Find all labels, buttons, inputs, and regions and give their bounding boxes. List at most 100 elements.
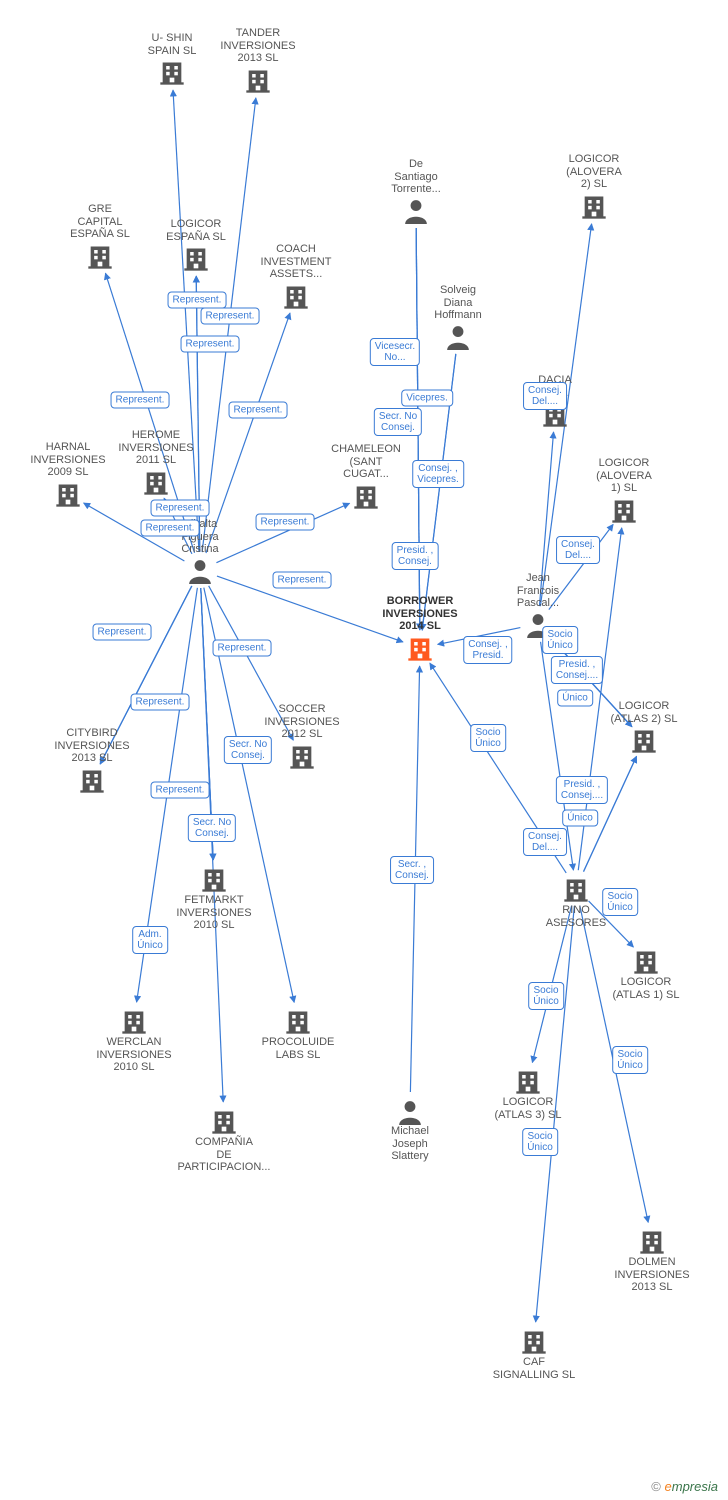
- company-icon: [37, 767, 147, 795]
- company-node-logalov2[interactable]: LOGICOR(ALOVERA2) SL: [539, 153, 649, 221]
- edge-label: Adm.Único: [132, 926, 168, 954]
- edge-label: Presid. ,Consej....: [551, 656, 603, 684]
- node-label: COMPAÑIADEPARTICIPACION...: [169, 1136, 279, 1174]
- node-label: FETMARKTINVERSIONES2010 SL: [159, 894, 269, 932]
- node-label: MichaelJosephSlattery: [355, 1125, 465, 1163]
- company-node-borrower[interactable]: BORROWERINVERSIONES2014 SL: [365, 595, 475, 663]
- edge-label: Represent.: [151, 500, 210, 517]
- company-node-dolmen[interactable]: DOLMENINVERSIONES2013 SL: [597, 1226, 707, 1294]
- edge-label: Secr. NoConsej.: [188, 814, 236, 842]
- node-label: LOGICOR(ALOVERA2) SL: [539, 153, 649, 191]
- brand-first-letter: e: [665, 1479, 672, 1494]
- company-icon: [539, 193, 649, 221]
- company-icon: [141, 245, 251, 273]
- company-node-caf[interactable]: CAFSIGNALLING SL: [479, 1326, 589, 1381]
- company-node-herome[interactable]: HEROMEINVERSIONES2011 SL: [101, 429, 211, 497]
- company-icon: [79, 1008, 189, 1036]
- node-label: LOGICOR(ATLAS 1) SL: [591, 976, 701, 1001]
- edge-label: Secr. NoConsej.: [224, 736, 272, 764]
- edge-label: Represent.: [213, 640, 272, 657]
- edge: [201, 588, 223, 1102]
- edge-label: Consej.Del....: [556, 536, 600, 564]
- company-node-logatlas2[interactable]: LOGICOR(ATLAS 2) SL: [589, 700, 699, 755]
- node-label: CHAMELEON(SANTCUGAT...: [311, 443, 421, 481]
- company-node-logatlas1[interactable]: LOGICOR(ATLAS 1) SL: [591, 946, 701, 1001]
- company-node-grecap[interactable]: GRECAPITALESPAÑA SL: [45, 203, 155, 271]
- edge-label: Consej.Del....: [523, 828, 567, 856]
- company-icon: [479, 1328, 589, 1356]
- company-node-logalov1[interactable]: LOGICOR(ALOVERA1) SL: [569, 457, 679, 525]
- node-label: LOGICOR(ALOVERA1) SL: [569, 457, 679, 495]
- node-label: TANDERINVERSIONES2013 SL: [203, 27, 313, 65]
- node-label: HEROMEINVERSIONES2011 SL: [101, 429, 211, 467]
- node-label: SolveigDianaHoffmann: [403, 284, 513, 322]
- watermark: © empresia: [651, 1479, 718, 1494]
- edge-label: SocioÚnico: [602, 888, 638, 916]
- edge-label: Secr. NoConsej.: [374, 408, 422, 436]
- node-label: LOGICORESPAÑA SL: [141, 218, 251, 243]
- company-icon: [589, 727, 699, 755]
- edge-label: SocioÚnico: [542, 626, 578, 654]
- node-label: CAFSIGNALLING SL: [479, 1356, 589, 1381]
- company-node-logatlas3[interactable]: LOGICOR(ATLAS 3) SL: [473, 1066, 583, 1121]
- company-icon: [365, 635, 475, 663]
- company-node-coach[interactable]: COACHINVESTMENTASSETS...: [241, 243, 351, 311]
- edge-label: Único: [562, 810, 598, 827]
- edge-label: Consej. ,Vicepres.: [412, 460, 464, 488]
- company-icon: [101, 469, 211, 497]
- company-icon: [243, 1008, 353, 1036]
- edge-label: SocioÚnico: [528, 982, 564, 1010]
- node-label: PROCOLUIDELABS SL: [243, 1036, 353, 1061]
- node-label: DOLMENINVERSIONES2013 SL: [597, 1256, 707, 1294]
- edge-label: Represent.: [111, 392, 170, 409]
- node-label: COACHINVESTMENTASSETS...: [241, 243, 351, 281]
- edge-label: Vicepres.: [401, 390, 453, 407]
- company-icon: [597, 1228, 707, 1256]
- company-icon: [45, 243, 155, 271]
- edge-label: Represent.: [181, 336, 240, 353]
- brand-rest: mpresia: [672, 1479, 718, 1494]
- edge-label: Represent.: [141, 520, 200, 537]
- person-icon: [361, 198, 471, 224]
- company-node-tander[interactable]: TANDERINVERSIONES2013 SL: [203, 27, 313, 95]
- edge-label: Represent.: [151, 782, 210, 799]
- edge-label: SocioÚnico: [470, 724, 506, 752]
- node-label: LOGICOR(ATLAS 2) SL: [589, 700, 699, 725]
- company-icon: [473, 1068, 583, 1096]
- company-node-fetmarkt[interactable]: FETMARKTINVERSIONES2010 SL: [159, 864, 269, 932]
- edge-label: Represent.: [131, 694, 190, 711]
- company-icon: [569, 497, 679, 525]
- node-label: GRECAPITALESPAÑA SL: [45, 203, 155, 241]
- company-icon: [591, 948, 701, 976]
- company-node-werclan[interactable]: WERCLANINVERSIONES2010 SL: [79, 1006, 189, 1074]
- edge-label: Vicesecr.No...: [370, 338, 420, 366]
- node-label: DeSantiagoTorrente...: [361, 158, 471, 196]
- company-icon: [169, 1108, 279, 1136]
- company-node-proco[interactable]: PROCOLUIDELABS SL: [243, 1006, 353, 1061]
- person-node-desantiago[interactable]: DeSantiagoTorrente...: [361, 158, 471, 224]
- copyright-symbol: ©: [651, 1479, 661, 1494]
- edge-label: Represent.: [168, 292, 227, 309]
- edge-label: Represent.: [256, 514, 315, 531]
- edge-label: Represent.: [229, 402, 288, 419]
- edge-label: SocioÚnico: [612, 1046, 648, 1074]
- node-label: JeanFrancoisPascal...: [483, 572, 593, 610]
- edge-label: Secr. ,Consej.: [390, 856, 434, 884]
- company-icon: [311, 483, 421, 511]
- company-icon: [241, 283, 351, 311]
- company-node-chameleon[interactable]: CHAMELEON(SANTCUGAT...: [311, 443, 421, 511]
- person-icon: [145, 558, 255, 584]
- company-icon: [203, 67, 313, 95]
- edge-label: Consej. ,Presid.: [463, 636, 512, 664]
- node-label: BORROWERINVERSIONES2014 SL: [365, 595, 475, 633]
- edge-label: Único: [557, 690, 593, 707]
- company-node-citybird[interactable]: CITYBIRDINVERSIONES2013 SL: [37, 727, 147, 795]
- edge-label: Consej.Del....: [523, 382, 567, 410]
- node-label: LOGICOR(ATLAS 3) SL: [473, 1096, 583, 1121]
- node-label: WERCLANINVERSIONES2010 SL: [79, 1036, 189, 1074]
- person-node-michael[interactable]: MichaelJosephSlattery: [355, 1097, 465, 1163]
- edge-label: Represent.: [273, 572, 332, 589]
- edge-label: Presid. ,Consej.: [392, 542, 439, 570]
- company-node-compania[interactable]: COMPAÑIADEPARTICIPACION...: [169, 1106, 279, 1174]
- company-node-logicoresp[interactable]: LOGICORESPAÑA SL: [141, 218, 251, 273]
